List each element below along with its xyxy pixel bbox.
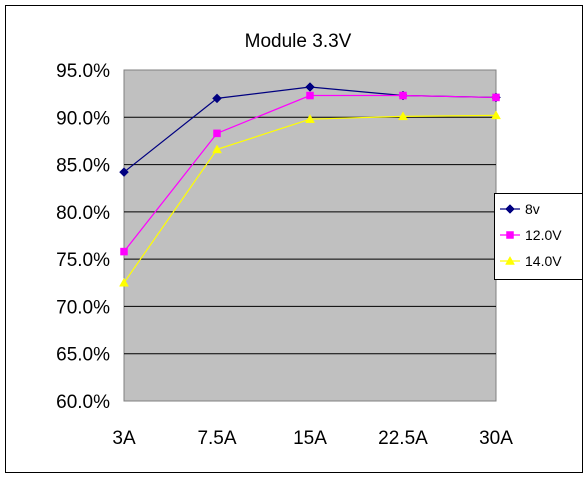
y-tick-label: 85.0%	[56, 156, 110, 177]
series-3	[119, 110, 501, 287]
y-tick-label: 90.0%	[56, 108, 110, 129]
series-layer	[119, 82, 501, 287]
data-point	[398, 111, 408, 121]
y-tick-label: 80.0%	[56, 203, 110, 224]
data-point	[119, 277, 129, 287]
legend-label: 8v	[525, 201, 540, 217]
data-point	[306, 91, 314, 100]
data-point	[305, 82, 315, 92]
data-point	[492, 93, 500, 102]
legend-label: 12.0V	[525, 227, 562, 243]
x-axis-tick-labels: 3A 7.5A 15A 22.5A 30A	[112, 428, 513, 449]
data-point	[120, 247, 128, 256]
x-tick-label: 15A	[293, 428, 327, 449]
x-tick-label: 22.5A	[378, 428, 428, 449]
data-point	[212, 144, 222, 154]
legend-label: 14.0V	[525, 253, 562, 269]
legend: 8v 12.0V 14.0V	[494, 193, 583, 280]
y-tick-label: 70.0%	[56, 297, 110, 318]
data-point	[305, 114, 315, 123]
chart-title: Module 3.3V	[245, 31, 352, 52]
data-point	[399, 91, 407, 100]
y-axis-tick-labels: 60.0% 65.0% 70.0% 75.0% 80.0% 85.0% 90.0% 95.0%	[56, 61, 110, 413]
x-tick-label: 30A	[479, 428, 513, 449]
x-tick-label: 3A	[112, 428, 136, 449]
legend-marker	[506, 231, 514, 239]
y-tick-label: 65.0%	[56, 345, 110, 366]
y-tick-label: 95.0%	[56, 61, 110, 82]
legend-marker	[505, 255, 515, 265]
x-tick-label: 7.5A	[197, 428, 236, 449]
legend-entry: 14.0V	[500, 253, 562, 269]
series-2	[120, 91, 500, 256]
gridlines	[124, 116, 496, 355]
plot-area	[123, 69, 497, 402]
data-point	[491, 110, 501, 120]
legend-entry: 8v	[500, 201, 540, 217]
y-tick-label: 75.0%	[56, 250, 110, 271]
data-point	[212, 93, 222, 104]
data-point	[119, 167, 129, 177]
legend-entry: 12.0V	[500, 227, 562, 243]
data-point	[213, 129, 221, 138]
legend-marker	[505, 204, 515, 214]
y-tick-label: 60.0%	[56, 392, 110, 413]
